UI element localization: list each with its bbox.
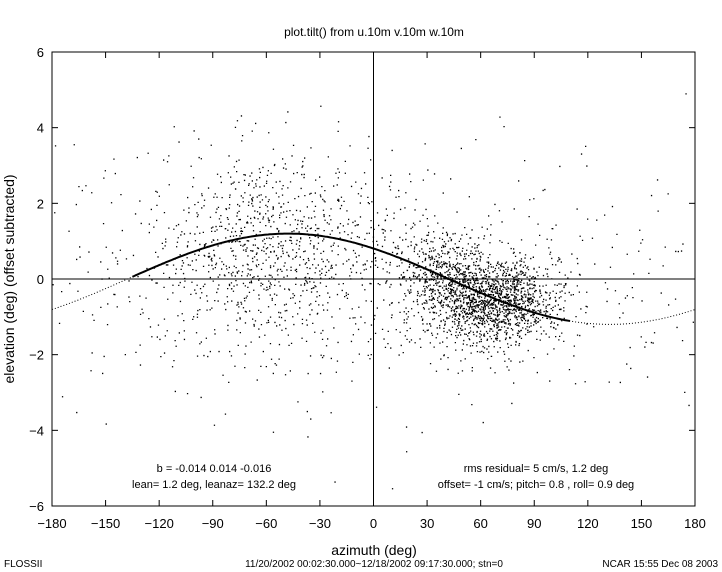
annotation-offset-pitch-roll: offset= -1 cm/s; pitch= 0.8 , roll= 0.9 … <box>438 479 634 491</box>
x-tick-label: −60 <box>255 516 277 531</box>
x-axis-label: azimuth (deg) <box>331 542 417 558</box>
x-tick-label: 180 <box>684 516 706 531</box>
annotation-b-values: b = -0.014 0.014 -0.016 <box>157 463 272 475</box>
y-axis-ticks: 6 4 2 0 −2 −4 −6 <box>29 45 695 514</box>
x-tick-label: 0 <box>370 516 377 531</box>
y-tick-label: 0 <box>37 272 44 287</box>
y-tick-label: 6 <box>37 45 44 60</box>
footer-right-label: NCAR 15:55 Dec 08 2003 <box>602 559 718 570</box>
x-tick-label: −90 <box>202 516 224 531</box>
y-tick-label: 2 <box>37 196 44 211</box>
y-tick-label: −4 <box>29 423 44 438</box>
chart-title: plot.tilt() from u.10m v.10m w.10m <box>284 25 464 39</box>
x-tick-label: 60 <box>473 516 487 531</box>
fit-curve <box>51 232 696 325</box>
zero-lines <box>52 52 695 506</box>
y-axis-label: elevation (deg) (offset subtracted) <box>1 174 17 383</box>
y-tick-label: −2 <box>29 348 44 363</box>
x-tick-label: −150 <box>91 516 120 531</box>
footer-time-range: 11/20/2002 00:02:30.000~12/18/2002 09:17… <box>245 559 503 570</box>
x-tick-label: 150 <box>631 516 653 531</box>
fit-curve-solid <box>131 232 571 322</box>
x-tick-label: −30 <box>309 516 331 531</box>
x-tick-label: 30 <box>420 516 434 531</box>
x-tick-label: −120 <box>145 516 174 531</box>
annotation-lean: lean= 1.2 deg, leanaz= 132.2 deg <box>132 479 296 491</box>
x-tick-label: 120 <box>577 516 599 531</box>
y-tick-label: −6 <box>29 499 44 514</box>
x-tick-label: 90 <box>527 516 541 531</box>
y-tick-label: 4 <box>37 121 44 136</box>
annotation-rms-residual: rms residual= 5 cm/s, 1.2 deg <box>464 463 609 475</box>
x-axis-ticks: −180 −150 −120 −90 −60 −30 0 30 60 90 120 150 180 <box>37 52 706 531</box>
footer-left-label: FLOSSII <box>4 559 42 570</box>
x-tick-label: −180 <box>37 516 66 531</box>
